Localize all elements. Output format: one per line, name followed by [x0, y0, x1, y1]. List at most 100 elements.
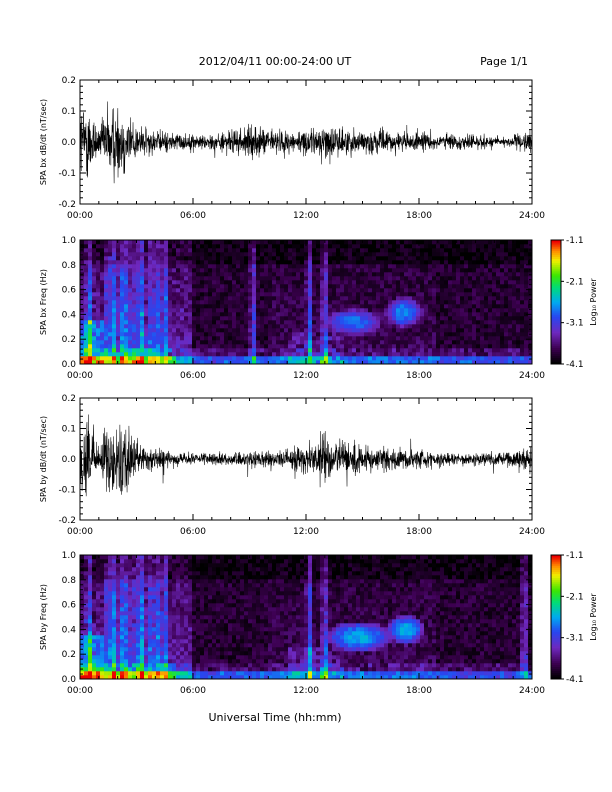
- heatmap-cell: [224, 344, 229, 349]
- heatmap-cell: [524, 308, 529, 313]
- heatmap-cell: [124, 635, 129, 640]
- heatmap-cell: [200, 659, 205, 664]
- heatmap-cell: [160, 659, 165, 664]
- heatmap-cell: [512, 292, 517, 297]
- heatmap-cell: [356, 252, 361, 257]
- heatmap-cell: [488, 264, 493, 269]
- heatmap-cell: [316, 320, 321, 325]
- heatmap-cell: [364, 352, 369, 357]
- heatmap-cell: [184, 328, 189, 333]
- heatmap-cell: [416, 304, 421, 309]
- heatmap-cell: [180, 288, 185, 293]
- heatmap-cell: [304, 268, 309, 273]
- heatmap-cell: [224, 252, 229, 257]
- heatmap-cell: [408, 356, 413, 361]
- heatmap-cell: [108, 288, 113, 293]
- heatmap-cell: [356, 312, 361, 317]
- heatmap-cell: [188, 663, 193, 668]
- heatmap-cell: [424, 252, 429, 257]
- heatmap-cell: [520, 252, 525, 257]
- heatmap-cell: [332, 332, 337, 337]
- heatmap-cell: [320, 300, 325, 305]
- heatmap-cell: [256, 308, 261, 313]
- heatmap-cell: [112, 575, 117, 580]
- heatmap-cell: [148, 244, 153, 249]
- heatmap-cell: [460, 304, 465, 309]
- heatmap-cell: [448, 284, 453, 289]
- heatmap-cell: [92, 647, 97, 652]
- heatmap-cell: [108, 659, 113, 664]
- heatmap-cell: [376, 356, 381, 361]
- heatmap-cell: [516, 348, 521, 353]
- heatmap-cell: [460, 348, 465, 353]
- heatmap-cell: [208, 591, 213, 596]
- heatmap-cell: [496, 316, 501, 321]
- colorbar-swatch: [551, 266, 561, 270]
- heatmap-cell: [92, 611, 97, 616]
- colorbar-swatch: [551, 318, 561, 321]
- heatmap-cell: [96, 563, 101, 568]
- heatmap-cell: [432, 348, 437, 353]
- heatmap-cell: [428, 244, 433, 249]
- heatmap-cell: [492, 308, 497, 313]
- heatmap-cell: [212, 599, 217, 604]
- heatmap-cell: [236, 280, 241, 285]
- heatmap-cell: [80, 571, 85, 576]
- heatmap-cell: [212, 284, 217, 289]
- heatmap-cell: [360, 288, 365, 293]
- heatmap-cell: [276, 308, 281, 313]
- heatmap-cell: [116, 559, 121, 564]
- heatmap-cell: [428, 348, 433, 353]
- heatmap-cell: [100, 252, 105, 257]
- heatmap-cell: [252, 352, 257, 357]
- heatmap-cell: [204, 328, 209, 333]
- heatmap-cell: [336, 248, 341, 253]
- heatmap-cell: [308, 284, 313, 289]
- heatmap-cell: [96, 344, 101, 349]
- heatmap-cell: [120, 667, 125, 672]
- heatmap-cell: [424, 280, 429, 285]
- heatmap-cell: [224, 288, 229, 293]
- heatmap-cell: [160, 651, 165, 656]
- heatmap-cell: [340, 272, 345, 277]
- heatmap-cell: [324, 348, 329, 353]
- heatmap-cell: [116, 671, 121, 676]
- heatmap-cell: [260, 340, 265, 345]
- heatmap-cell: [208, 340, 213, 345]
- heatmap-cell: [424, 312, 429, 317]
- heatmap-cell: [452, 244, 457, 249]
- heatmap-cell: [256, 356, 261, 361]
- heatmap-cell: [104, 675, 109, 680]
- heatmap-cell: [140, 567, 145, 572]
- heatmap-cell: [156, 240, 161, 245]
- heatmap-cell: [340, 344, 345, 349]
- heatmap-cell: [148, 304, 153, 309]
- heatmap-cell: [352, 268, 357, 273]
- heatmap-cell: [488, 296, 493, 301]
- heatmap-cell: [428, 360, 433, 365]
- heatmap-cell: [408, 264, 413, 269]
- heatmap-cell: [376, 304, 381, 309]
- heatmap-cell: [456, 348, 461, 353]
- heatmap-cell: [236, 340, 241, 345]
- heatmap-cell: [232, 264, 237, 269]
- heatmap-cell: [128, 280, 133, 285]
- heatmap-cell: [428, 312, 433, 317]
- heatmap-cell: [252, 268, 257, 273]
- heatmap-cell: [280, 272, 285, 277]
- heatmap-cell: [388, 260, 393, 265]
- heatmap-cell: [432, 332, 437, 337]
- heatmap-cell: [176, 579, 181, 584]
- heatmap-cell: [184, 643, 189, 648]
- heatmap-cell: [176, 559, 181, 564]
- heatmap-cell: [128, 252, 133, 257]
- heatmap-cell: [332, 280, 337, 285]
- heatmap-cell: [408, 348, 413, 353]
- heatmap-cell: [180, 252, 185, 257]
- heatmap-cell: [308, 328, 313, 333]
- heatmap-cell: [132, 340, 137, 345]
- heatmap-cell: [272, 360, 277, 365]
- heatmap-cell: [320, 332, 325, 337]
- heatmap-cell: [276, 272, 281, 277]
- heatmap-cell: [128, 256, 133, 261]
